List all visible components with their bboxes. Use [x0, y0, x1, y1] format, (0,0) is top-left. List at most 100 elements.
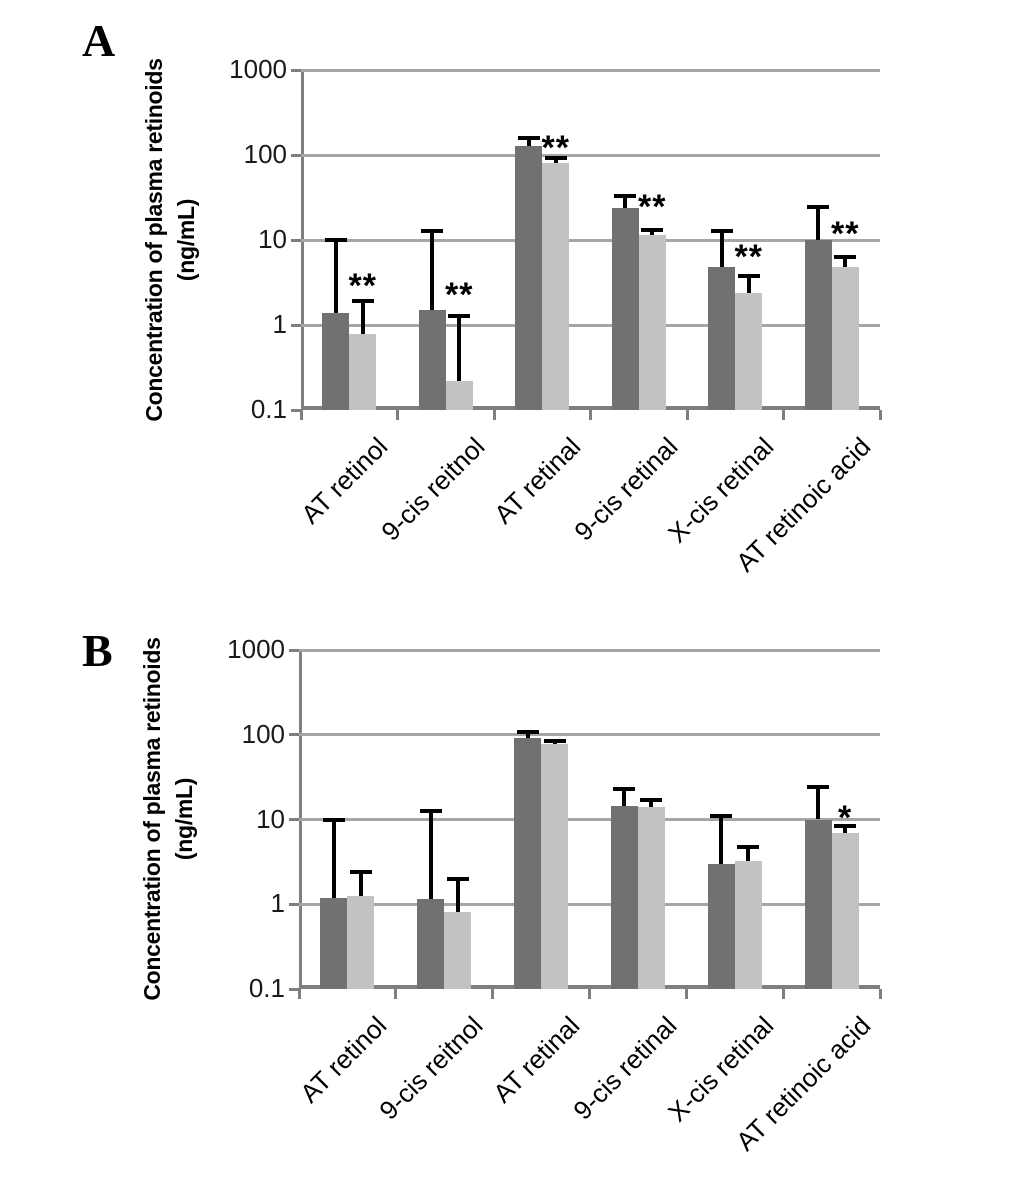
panel-a-label: A: [82, 15, 116, 66]
light-bar-a-5: [831, 267, 859, 410]
error-whisker-a-0-1: [360, 303, 365, 335]
error-cap-a-1-1: [448, 314, 471, 319]
error-cap-b-0-0: [322, 818, 345, 823]
error-whisker-b-1-1: [455, 880, 460, 913]
y-tick-0.1: [291, 408, 301, 412]
gridline-10: [299, 818, 880, 821]
error-whisker-b-0-1: [358, 873, 363, 897]
error-whisker-a-1-0: [430, 233, 435, 311]
y-axis-title-b: Concentration of plasma retinoids (ng/mL…: [136, 619, 200, 1019]
y-tick-1000: [289, 648, 299, 652]
error-whisker-b-2-0: [525, 734, 530, 739]
error-cap-b-4-1: [737, 844, 760, 849]
error-whisker-a-1-1: [457, 318, 462, 381]
error-cap-a-5-0: [807, 205, 830, 210]
x-tick-b-2: [491, 989, 495, 999]
y-tick-label-100: 100: [241, 718, 285, 749]
light-bar-a-2: [542, 162, 570, 410]
error-cap-b-2-0: [516, 730, 539, 735]
dark-bar-b-2: [514, 738, 542, 989]
error-cap-b-5-0: [807, 784, 830, 789]
error-whisker-b-4-1: [746, 848, 751, 862]
error-cap-b-1-1: [446, 876, 469, 881]
gridline-10: [301, 238, 880, 242]
x-tick-b-1: [394, 989, 398, 999]
y-axis-title-a-line1: Concentration of plasma retinoids: [141, 58, 167, 422]
x-tick-a-4: [685, 410, 689, 420]
light-bar-b-0: [347, 896, 375, 989]
significance-marker-a-2: **: [541, 128, 570, 167]
error-cap-b-3-0: [613, 787, 636, 792]
error-cap-a-4-1: [737, 273, 760, 278]
error-cap-a-0-0: [324, 237, 347, 242]
error-cap-b-3-1: [640, 798, 663, 803]
y-tick-100: [289, 733, 299, 737]
x-tick-a-2: [492, 410, 496, 420]
dark-bar-a-2: [515, 145, 543, 410]
dark-bar-b-3: [610, 805, 638, 989]
gridline-1000: [299, 648, 880, 652]
dark-bar-a-4: [708, 267, 736, 410]
y-axis-title-a: Concentration of plasma retinoids (ng/mL…: [138, 40, 202, 440]
error-whisker-b-3-0: [622, 791, 627, 806]
significance-marker-a-1: **: [445, 275, 474, 314]
error-whisker-a-0-0: [333, 241, 338, 313]
gridline-100: [301, 153, 880, 157]
error-whisker-a-2-0: [526, 140, 531, 146]
significance-marker-a-0: **: [348, 266, 377, 305]
gridline-1: [301, 323, 880, 327]
dark-bar-a-3: [611, 207, 639, 410]
y-tick-0.1: [289, 987, 299, 991]
panel-b-label: B: [82, 625, 113, 676]
x-tick-a-3: [589, 410, 592, 420]
gridline-100: [299, 733, 880, 737]
dark-bar-a-1: [418, 310, 446, 410]
dark-bar-a-0: [322, 312, 350, 410]
y-tick-label-10: 10: [258, 224, 287, 254]
dark-bar-b-1: [417, 899, 445, 989]
y-tick-label-100: 100: [243, 139, 287, 169]
error-cap-a-3-1: [641, 228, 664, 233]
error-whisker-b-1-0: [428, 812, 433, 900]
x-tick-b-0: [297, 989, 301, 999]
light-bar-b-1: [444, 912, 472, 989]
y-tick-label-1000: 1000: [227, 634, 285, 664]
error-whisker-a-3-0: [623, 198, 628, 208]
error-whisker-a-4-1: [746, 277, 751, 293]
category-label-a-2: AT retinal: [488, 431, 587, 530]
x-tick-a-1: [396, 410, 399, 420]
error-cap-a-3-0: [614, 194, 637, 199]
y-tick-label-10: 10: [256, 803, 285, 834]
significance-marker-a-4: **: [734, 238, 763, 277]
category-label-a-1: 9-cis reitnol: [375, 431, 491, 547]
error-cap-a-2-1: [544, 155, 567, 160]
error-whisker-a-3-1: [650, 232, 655, 235]
light-bar-b-5: [831, 833, 859, 989]
category-label-b-2: AT retinal: [487, 1010, 586, 1109]
dark-bar-b-5: [804, 819, 832, 989]
light-bar-a-3: [638, 234, 666, 410]
significance-marker-b-5: *: [837, 798, 853, 837]
error-cap-a-0-1: [351, 299, 374, 304]
light-bar-b-3: [637, 807, 665, 989]
y-tick-10: [291, 238, 301, 242]
y-tick-label-1: 1: [270, 888, 285, 919]
dark-bar-b-4: [707, 863, 735, 989]
error-cap-b-5-1: [834, 823, 857, 828]
gridline-1: [299, 902, 880, 906]
error-cap-b-0-1: [349, 869, 372, 874]
light-bar-b-4: [734, 861, 762, 989]
category-label-b-0: AT retinol: [293, 1010, 392, 1109]
y-tick-1000: [291, 68, 301, 72]
error-whisker-a-4-0: [719, 233, 724, 268]
x-tick-b-4: [684, 989, 688, 999]
category-label-b-1: 9-cis reitnol: [373, 1010, 489, 1126]
x-tick-a-6: [878, 410, 882, 420]
light-bar-a-1: [445, 380, 473, 410]
x-tick-b-6: [878, 989, 882, 999]
light-bar-a-0: [349, 334, 377, 410]
y-tick-label-0.1: 0.1: [250, 394, 287, 424]
error-cap-b-2-1: [543, 738, 566, 743]
dark-bar-b-0: [320, 897, 348, 989]
error-whisker-a-5-0: [816, 209, 821, 240]
